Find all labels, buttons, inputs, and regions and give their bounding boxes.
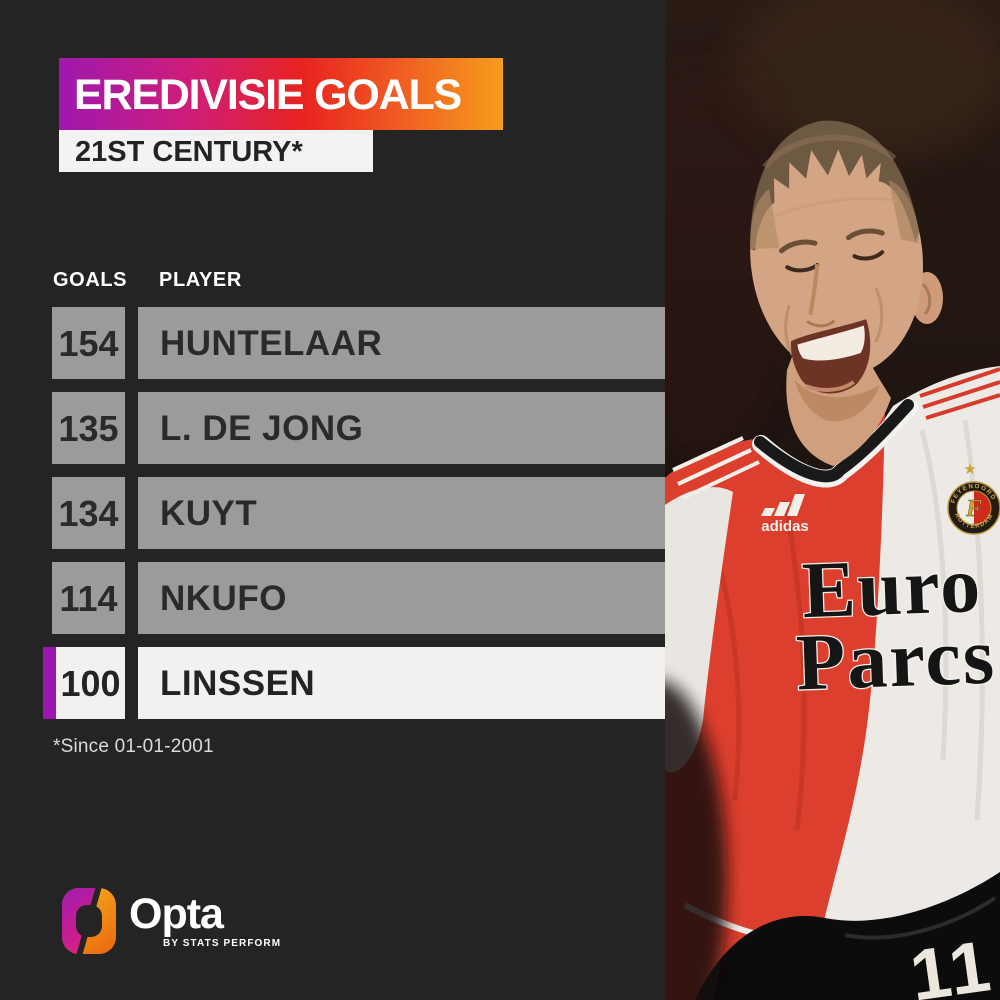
player-photo: adidas ★ F FEYENOORD ROTTERDAM Euro xyxy=(665,0,1000,1000)
player-name: NKUFO xyxy=(138,562,665,634)
title-banner: EREDIVISIE GOALS xyxy=(59,58,503,130)
opta-logo-icon xyxy=(62,888,116,954)
badge-star-icon: ★ xyxy=(963,461,976,478)
sponsor-line-2: Parcs xyxy=(795,613,998,708)
footnote: *Since 01-01-2001 xyxy=(53,736,214,757)
goals-value: 135 xyxy=(52,392,125,464)
goals-value: 100 xyxy=(43,647,125,719)
shirt-number: 11 xyxy=(905,926,997,1000)
goals-value: 134 xyxy=(52,477,125,549)
column-header-goals: GOALS xyxy=(53,269,128,291)
shadow xyxy=(665,681,727,1000)
shorts: 11 xyxy=(695,872,1000,1000)
adidas-logo-icon: adidas xyxy=(761,494,809,535)
opta-wordmark: Opta xyxy=(129,890,224,938)
adidas-wordmark: adidas xyxy=(761,518,809,535)
player-figure: adidas ★ F FEYENOORD ROTTERDAM Euro xyxy=(665,120,1000,1000)
player-name: LINSSEN xyxy=(138,647,665,719)
page-title: EREDIVISIE GOALS xyxy=(74,71,462,119)
table-row: 134 KUYT xyxy=(0,477,665,549)
column-header-player: PLAYER xyxy=(159,269,242,291)
collar xyxy=(754,399,914,483)
adidas-shoulder-stripes-left xyxy=(672,436,760,500)
player-head xyxy=(750,120,943,466)
player-name: L. DE JONG xyxy=(138,392,665,464)
goals-value: 114 xyxy=(52,562,125,634)
table-row: 154 HUNTELAAR xyxy=(0,307,665,379)
opta-subtext: BY STATS PERFORM xyxy=(163,938,282,949)
subtitle-box: 21ST CENTURY* xyxy=(59,130,373,172)
table-row: 135 L. DE JONG xyxy=(0,392,665,464)
player-name: KUYT xyxy=(138,477,665,549)
club-badge-icon: ★ F FEYENOORD ROTTERDAM xyxy=(947,461,1000,535)
goals-value: 154 xyxy=(52,307,125,379)
sponsor-text: Euro Parcs xyxy=(794,540,999,709)
badge-letter: F xyxy=(965,496,982,522)
table-row-highlighted: 100 LINSSEN xyxy=(0,647,665,719)
page-subtitle: 21ST CENTURY* xyxy=(75,136,303,168)
sponsor-line-1: Euro xyxy=(801,541,984,635)
adidas-shoulder-stripes-right xyxy=(919,367,1000,420)
table-row: 114 NKUFO xyxy=(0,562,665,634)
player-name: HUNTELAAR xyxy=(138,307,665,379)
